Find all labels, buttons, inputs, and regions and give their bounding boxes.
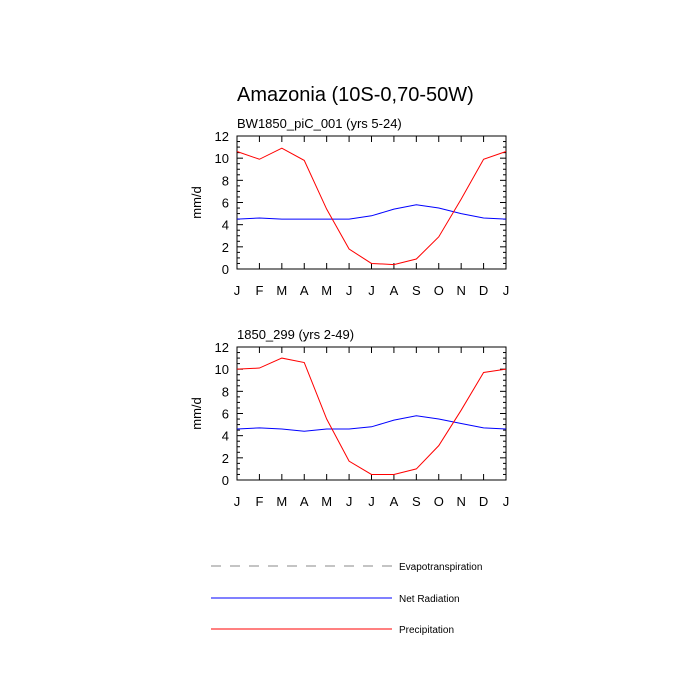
x-tick-label: O [434,494,444,509]
y-tick-label: 12 [215,340,229,355]
series-line-precipitation [236,357,507,475]
x-tick-label: A [390,283,399,298]
legend-label: Net Radiation [399,594,460,605]
legend-item-evapotranspiration: Evapotranspiration [211,562,482,573]
y-tick-label: 6 [222,407,229,422]
y-tick-label: 2 [222,240,229,255]
x-tick-label: A [390,494,399,509]
x-tick-label: J [503,283,510,298]
series-line-net-radiation [236,415,507,432]
y-axis-label: mm/d [189,397,204,430]
x-tick-label: A [300,494,309,509]
x-tick-label: J [368,283,375,298]
x-tick-label: M [276,494,287,509]
legend-item-net-radiation: Net Radiation [211,594,460,605]
y-tick-label: 4 [222,218,229,233]
x-tick-label: S [412,494,421,509]
legend: Evapotranspiration Net Radiation Precipita… [211,562,482,636]
x-tick-label: M [276,283,287,298]
x-tick-label: J [368,494,375,509]
x-tick-label: J [346,494,353,509]
x-tick-label: D [479,283,488,298]
y-tick-label: 0 [222,473,229,488]
plot-frame [236,135,507,270]
y-tick-label: 10 [215,362,229,377]
x-tick-label: M [321,494,332,509]
x-tick-label: J [234,494,241,509]
y-tick-label: 8 [222,384,229,399]
plot-frame [236,346,507,481]
series-line-net-radiation [236,204,507,220]
x-tick-label: O [434,283,444,298]
y-tick-label: 4 [222,429,229,444]
x-tick-label: F [255,494,263,509]
legend-label: Precipitation [399,625,454,636]
y-tick-label: 12 [215,129,229,144]
y-tick-label: 8 [222,173,229,188]
y-tick-label: 10 [215,151,229,166]
y-tick-label: 2 [222,451,229,466]
figure-title: Amazonia (10S-0,70-50W) [237,84,474,106]
panel-subtitle: 1850_299 (yrs 2-49) [237,327,354,342]
legend-item-precipitation: Precipitation [211,625,454,636]
x-tick-label: M [321,283,332,298]
panel-subtitle: BW1850_piC_001 (yrs 5-24) [237,116,402,131]
x-tick-label: F [255,283,263,298]
x-tick-label: S [412,283,421,298]
x-tick-label: J [503,494,510,509]
x-tick-label: J [346,283,353,298]
y-tick-label: 0 [222,262,229,277]
x-tick-label: J [234,283,241,298]
series-line-precipitation [236,147,507,266]
y-axis-label: mm/d [189,186,204,219]
legend-label: Evapotranspiration [399,562,482,573]
x-tick-label: N [456,283,465,298]
y-tick-label: 6 [222,196,229,211]
x-tick-label: D [479,494,488,509]
x-tick-label: A [300,283,309,298]
x-tick-label: N [456,494,465,509]
